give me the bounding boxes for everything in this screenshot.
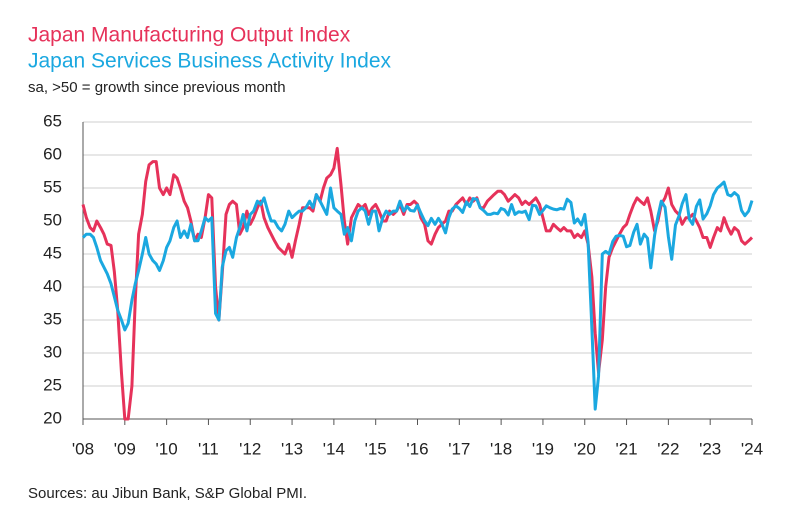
- x-tick-label: '16: [406, 439, 428, 458]
- x-tick-label: '12: [239, 439, 261, 458]
- y-tick-label: 20: [43, 408, 62, 427]
- chart-subtitle: Japan Services Business Activity Index: [28, 50, 392, 73]
- x-tick-label: '24: [741, 439, 763, 458]
- x-tick-label: '19: [532, 439, 554, 458]
- x-tick-label: '11: [198, 439, 219, 458]
- y-tick-label: 30: [43, 342, 62, 361]
- chart-title: Japan Manufacturing Output Index: [28, 24, 351, 47]
- y-tick-label: 55: [43, 177, 62, 196]
- x-tick-label: '20: [574, 439, 596, 458]
- x-tick-label: '18: [490, 439, 512, 458]
- y-tick-label: 65: [43, 111, 62, 130]
- x-tick-label: '15: [365, 439, 387, 458]
- y-tick-label: 40: [43, 276, 62, 295]
- y-tick-label: 45: [43, 243, 62, 262]
- x-tick-label: '09: [114, 439, 136, 458]
- x-tick-label: '14: [323, 439, 345, 458]
- y-tick-label: 35: [43, 309, 62, 328]
- x-tick-label: '21: [615, 439, 637, 458]
- x-tick-label: '17: [448, 439, 470, 458]
- series-line: [81, 180, 754, 411]
- y-tick-label: 25: [43, 375, 62, 394]
- y-tick-label: 50: [43, 210, 62, 229]
- x-tick-label: '23: [699, 439, 721, 458]
- y-tick-label: 60: [43, 144, 62, 163]
- y-axis-label: sa, >50 = growth since previous month: [28, 79, 286, 96]
- x-tick-label: '22: [657, 439, 679, 458]
- x-tick-label: '10: [156, 439, 178, 458]
- source-note: Sources: au Jibun Bank, S&P Global PMI.: [28, 485, 307, 502]
- x-tick-label: '13: [281, 439, 303, 458]
- x-tick-label: '08: [72, 439, 94, 458]
